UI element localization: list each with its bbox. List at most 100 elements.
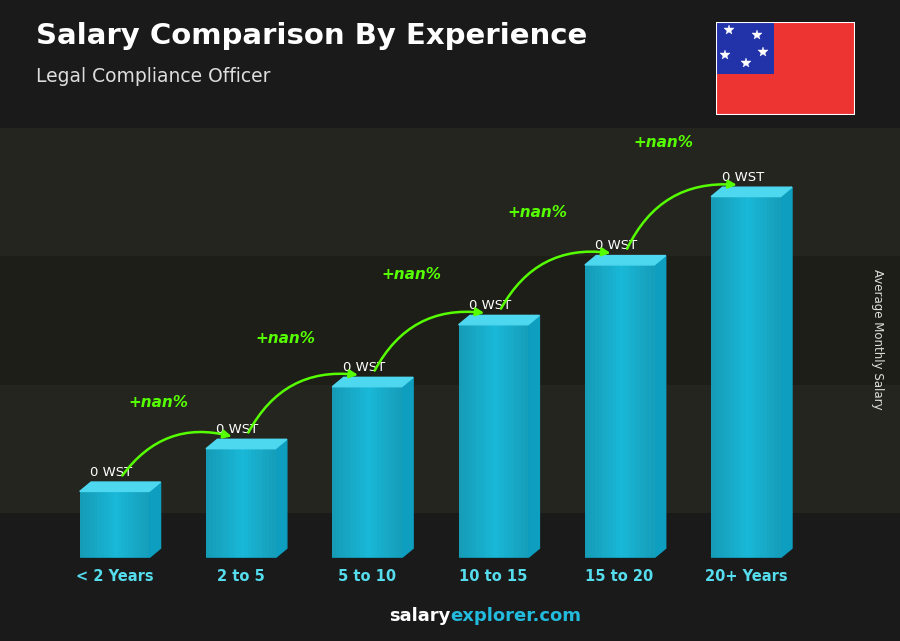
Bar xyxy=(146,492,149,558)
Bar xyxy=(472,325,476,558)
Bar xyxy=(486,325,491,558)
Text: +nan%: +nan% xyxy=(634,135,694,149)
Bar xyxy=(497,325,500,558)
Bar xyxy=(602,265,606,558)
Bar xyxy=(118,492,122,558)
Bar xyxy=(399,387,402,558)
Text: explorer.com: explorer.com xyxy=(450,607,581,625)
Bar xyxy=(514,325,518,558)
Text: Salary Comparison By Experience: Salary Comparison By Experience xyxy=(36,22,587,51)
Bar xyxy=(353,387,357,558)
Polygon shape xyxy=(80,482,160,492)
Bar xyxy=(104,492,108,558)
Bar xyxy=(634,265,637,558)
Bar xyxy=(107,492,112,558)
Bar xyxy=(388,387,392,558)
Bar xyxy=(364,387,367,558)
Bar xyxy=(732,197,735,558)
Bar xyxy=(589,265,592,558)
Bar xyxy=(518,325,521,558)
Bar xyxy=(371,387,374,558)
Bar xyxy=(258,449,262,558)
Text: +nan%: +nan% xyxy=(382,267,441,282)
Bar xyxy=(339,387,343,558)
Bar xyxy=(718,197,722,558)
Bar xyxy=(80,492,84,558)
Bar xyxy=(490,325,493,558)
Bar xyxy=(262,449,266,558)
Bar xyxy=(238,449,241,558)
Bar xyxy=(510,325,515,558)
Bar xyxy=(462,325,466,558)
Bar xyxy=(651,265,654,558)
Polygon shape xyxy=(206,439,287,449)
Bar xyxy=(367,387,371,558)
Polygon shape xyxy=(528,315,539,558)
Bar xyxy=(343,387,346,558)
Bar xyxy=(90,492,94,558)
Bar xyxy=(459,325,463,558)
Bar xyxy=(86,492,90,558)
Bar xyxy=(244,449,248,558)
Bar xyxy=(111,492,114,558)
Bar xyxy=(346,387,350,558)
Text: +nan%: +nan% xyxy=(129,395,189,410)
Bar xyxy=(125,492,129,558)
Bar xyxy=(255,449,258,558)
Bar xyxy=(767,197,770,558)
Bar xyxy=(763,197,767,558)
Bar xyxy=(392,387,395,558)
Text: Legal Compliance Officer: Legal Compliance Officer xyxy=(36,67,271,87)
Bar xyxy=(469,325,473,558)
Bar xyxy=(206,449,210,558)
Bar xyxy=(350,387,354,558)
Polygon shape xyxy=(332,378,413,387)
Polygon shape xyxy=(711,187,792,197)
Bar xyxy=(504,325,508,558)
Text: +nan%: +nan% xyxy=(508,205,568,220)
Bar xyxy=(525,325,528,558)
Text: 0 WST: 0 WST xyxy=(343,361,385,374)
Bar xyxy=(122,492,125,558)
Bar xyxy=(381,387,384,558)
Bar xyxy=(483,325,487,558)
Bar xyxy=(637,265,641,558)
Text: Average Monthly Salary: Average Monthly Salary xyxy=(871,269,884,410)
Bar xyxy=(774,197,778,558)
Bar xyxy=(360,387,364,558)
Bar xyxy=(395,387,399,558)
Polygon shape xyxy=(654,256,666,558)
Text: salary: salary xyxy=(389,607,450,625)
Bar xyxy=(336,387,339,558)
Bar xyxy=(493,325,497,558)
Bar xyxy=(500,325,504,558)
Text: 0 WST: 0 WST xyxy=(469,299,511,312)
Text: +nan%: +nan% xyxy=(255,331,315,346)
Bar xyxy=(728,197,733,558)
Bar xyxy=(248,449,251,558)
Polygon shape xyxy=(149,482,160,558)
Bar xyxy=(735,197,739,558)
Bar xyxy=(210,449,213,558)
Polygon shape xyxy=(459,315,539,325)
Bar xyxy=(609,265,613,558)
Bar xyxy=(613,265,617,558)
Bar xyxy=(619,265,624,558)
Bar xyxy=(223,449,227,558)
Bar xyxy=(644,265,648,558)
Bar xyxy=(760,197,763,558)
Bar xyxy=(142,492,146,558)
Polygon shape xyxy=(585,256,666,265)
Bar xyxy=(332,387,336,558)
Bar xyxy=(241,449,245,558)
Bar xyxy=(216,449,220,558)
Polygon shape xyxy=(401,378,413,558)
Bar xyxy=(114,492,118,558)
Text: 0 WST: 0 WST xyxy=(722,171,764,184)
Bar xyxy=(585,265,589,558)
Bar xyxy=(725,197,729,558)
Bar xyxy=(135,492,139,558)
Bar xyxy=(384,387,388,558)
Bar xyxy=(272,449,275,558)
Bar xyxy=(753,197,757,558)
